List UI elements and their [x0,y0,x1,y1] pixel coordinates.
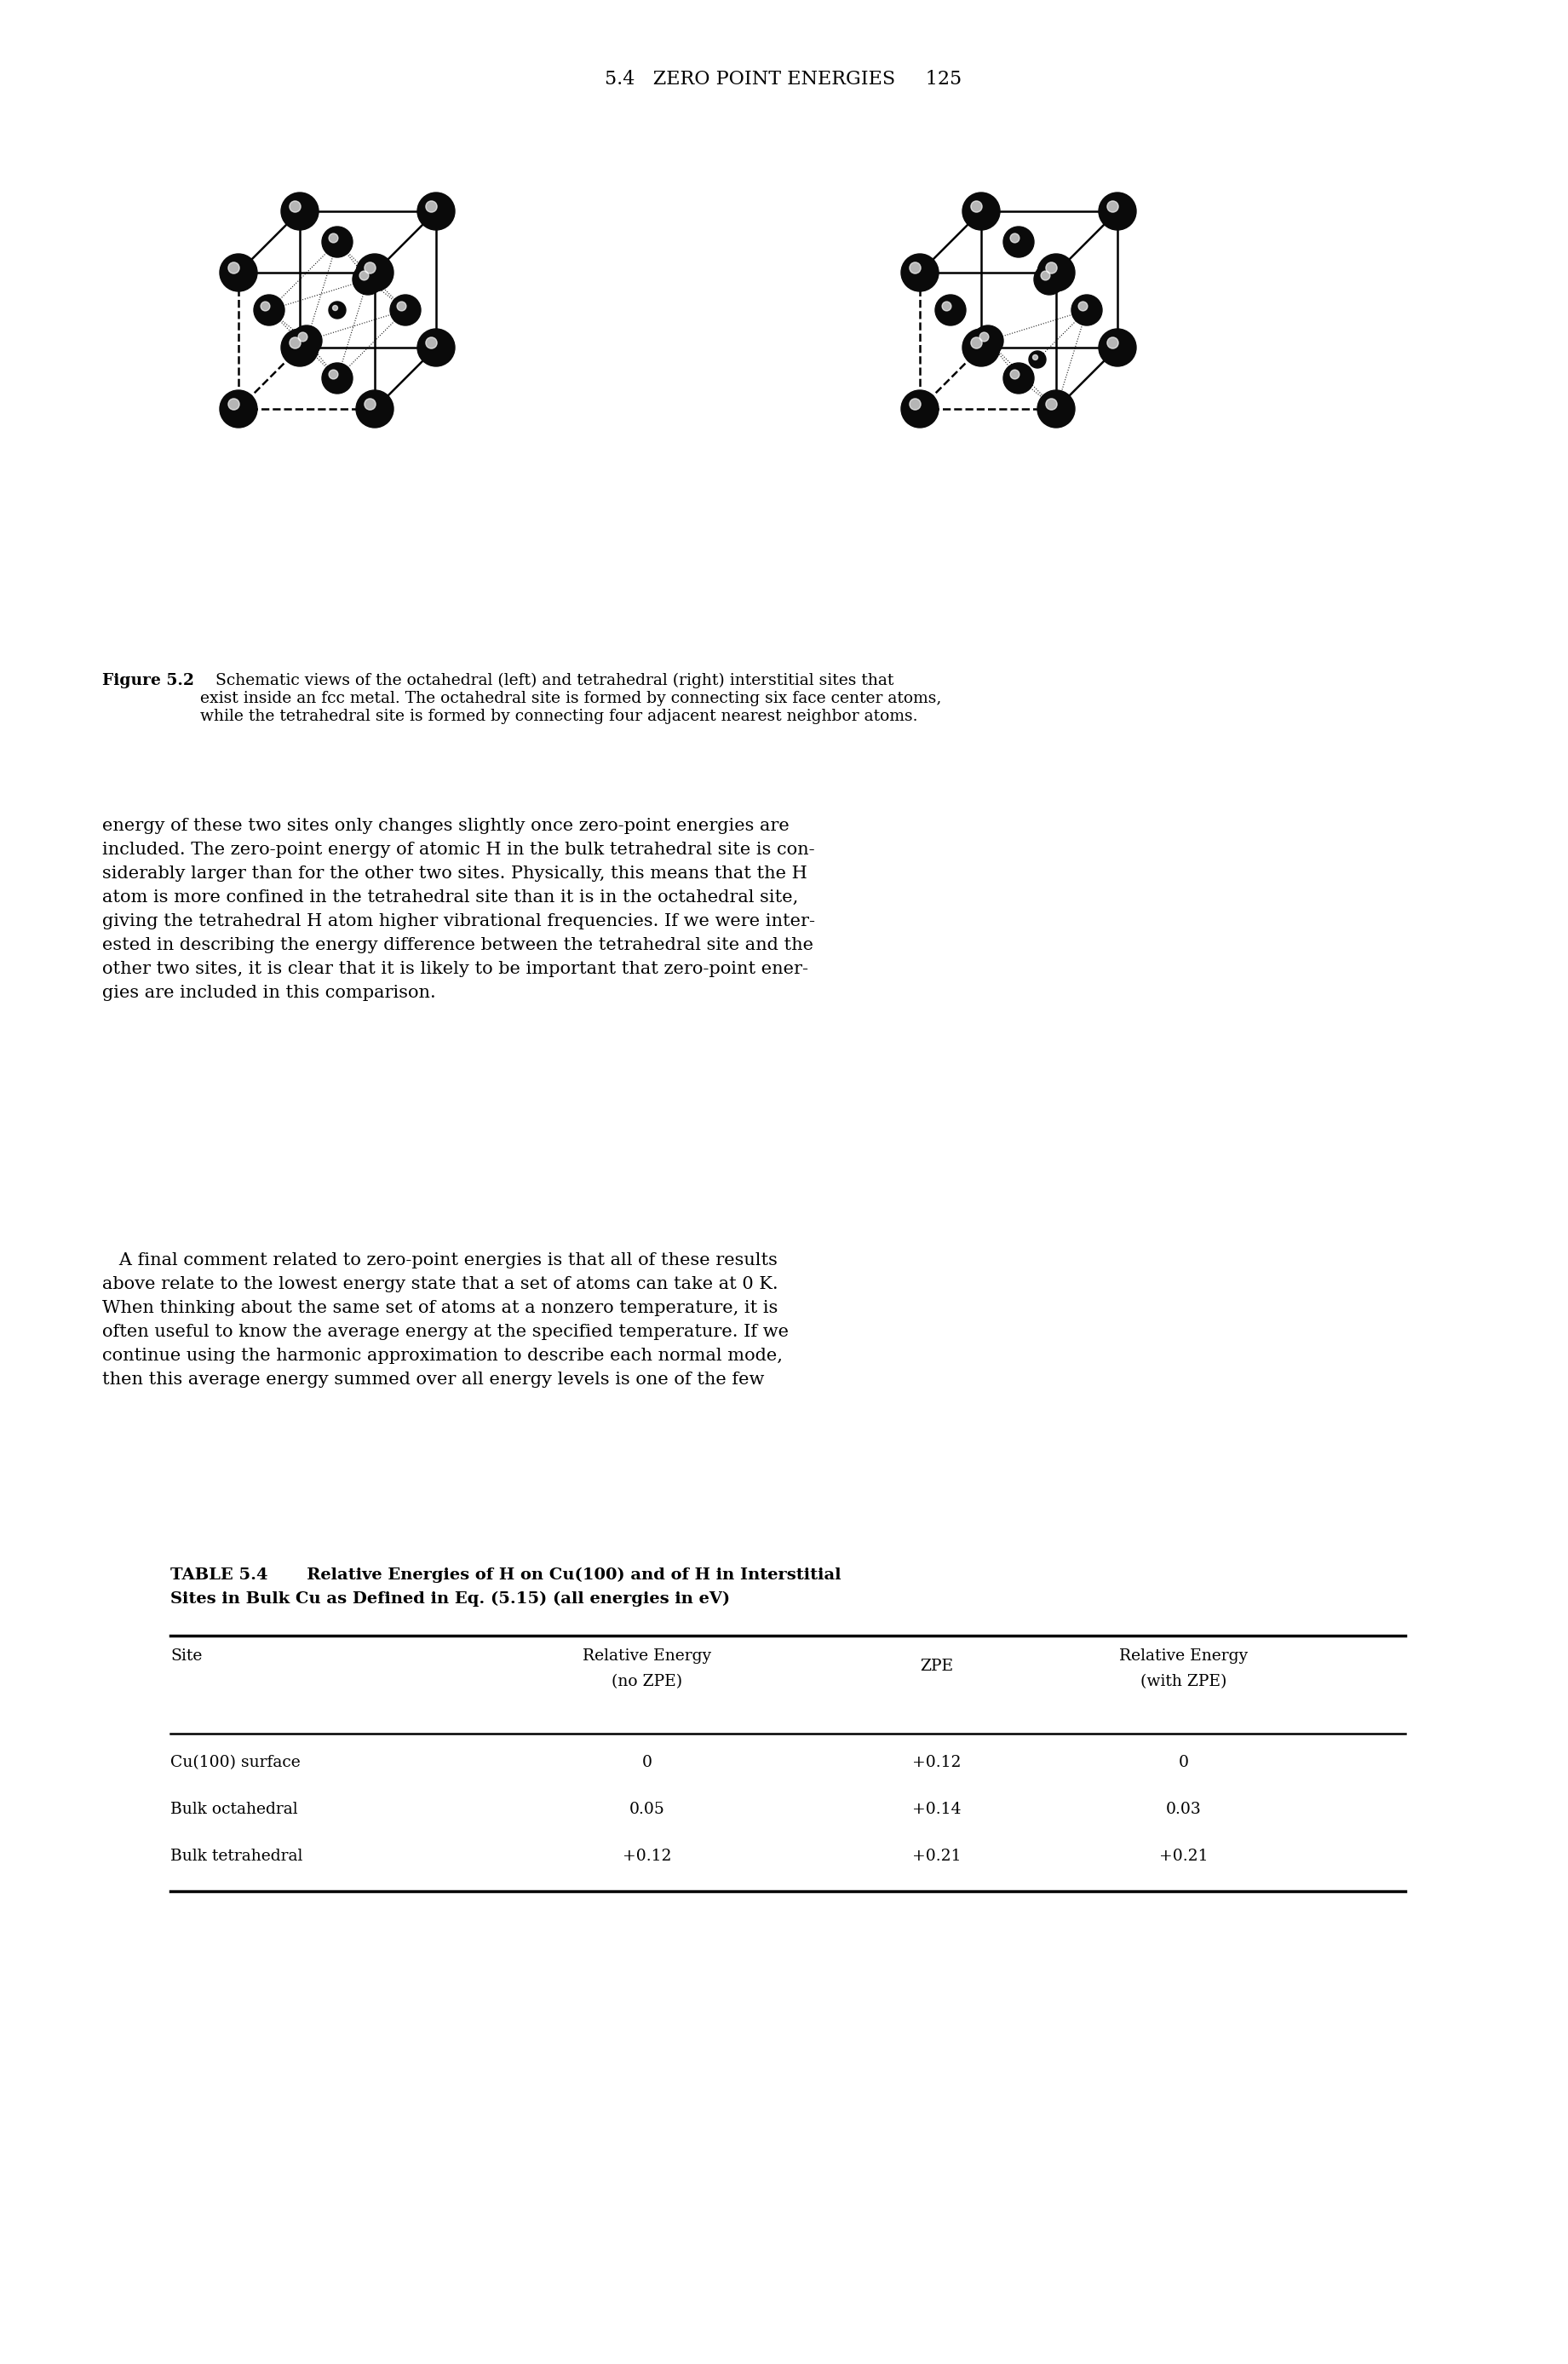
Circle shape [220,390,257,428]
Circle shape [902,253,939,291]
Circle shape [417,329,455,366]
Circle shape [397,303,406,310]
Circle shape [963,329,1000,366]
Circle shape [1004,364,1033,392]
Text: 0.03: 0.03 [1167,1801,1201,1818]
Text: energy of these two sites only changes slightly once zero-point energies are
inc: energy of these two sites only changes s… [102,818,815,1000]
Text: Sites in Bulk Cu as Defined in Eq. (5.15) (all energies in eV): Sites in Bulk Cu as Defined in Eq. (5.15… [171,1591,731,1608]
Text: 0.05: 0.05 [629,1801,665,1818]
Circle shape [1033,265,1065,296]
Circle shape [254,296,284,326]
Circle shape [1099,329,1137,366]
Circle shape [426,201,437,213]
Text: Relative Energies of H on Cu(100) and of H in Interstitial: Relative Energies of H on Cu(100) and of… [290,1567,840,1584]
Circle shape [909,262,920,274]
Text: Schematic views of the octahedral (left) and tetrahedral (right) interstitial si: Schematic views of the octahedral (left)… [201,674,941,723]
Circle shape [229,262,240,274]
Circle shape [971,338,982,348]
Circle shape [971,201,982,213]
Circle shape [963,191,1000,229]
Circle shape [1033,355,1038,359]
Circle shape [290,201,301,213]
Circle shape [220,253,257,291]
Text: +0.14: +0.14 [913,1801,961,1818]
Text: TABLE 5.4: TABLE 5.4 [171,1567,268,1584]
Circle shape [298,333,307,340]
Text: Relative Energy: Relative Energy [583,1648,712,1664]
Circle shape [292,326,321,357]
Circle shape [426,338,437,348]
Circle shape [1004,227,1033,258]
Text: A final comment related to zero-point energies is that all of these results
abov: A final comment related to zero-point en… [102,1253,789,1388]
Circle shape [1038,390,1074,428]
Circle shape [353,265,383,296]
Text: 0: 0 [643,1754,652,1771]
Circle shape [1046,400,1057,409]
Circle shape [290,338,301,348]
Circle shape [364,400,376,409]
Circle shape [281,191,318,229]
Circle shape [321,227,353,258]
Circle shape [1029,350,1046,369]
Circle shape [332,305,337,310]
Circle shape [902,390,939,428]
Text: +0.12: +0.12 [622,1849,671,1863]
Circle shape [1041,272,1051,281]
Circle shape [1038,253,1074,291]
Text: Bulk octahedral: Bulk octahedral [171,1801,298,1818]
Circle shape [1010,234,1019,243]
Circle shape [356,390,394,428]
Circle shape [1046,262,1057,274]
Circle shape [935,296,966,326]
Circle shape [359,272,368,281]
Circle shape [942,303,952,310]
Text: 5.4   ZERO POINT ENERGIES     125: 5.4 ZERO POINT ENERGIES 125 [605,71,963,87]
Circle shape [329,234,339,243]
Text: Relative Energy: Relative Energy [1120,1648,1248,1664]
Text: 0: 0 [1179,1754,1189,1771]
Circle shape [356,253,394,291]
Text: Site: Site [171,1648,202,1664]
Text: +0.21: +0.21 [913,1849,961,1863]
Circle shape [909,400,920,409]
Text: (with ZPE): (with ZPE) [1140,1674,1228,1690]
Circle shape [321,364,353,392]
Circle shape [980,333,989,340]
Circle shape [1099,191,1137,229]
Circle shape [281,329,318,366]
Circle shape [1010,369,1019,378]
Text: Cu(100) surface: Cu(100) surface [171,1754,301,1771]
Circle shape [1079,303,1088,310]
Circle shape [260,303,270,310]
Text: +0.12: +0.12 [913,1754,961,1771]
Text: (no ZPE): (no ZPE) [612,1674,682,1690]
Circle shape [972,326,1004,357]
Circle shape [1107,338,1118,348]
Text: +0.21: +0.21 [1159,1849,1209,1863]
Circle shape [390,296,420,326]
Circle shape [329,369,339,378]
Text: ZPE: ZPE [920,1660,953,1674]
Circle shape [1071,296,1102,326]
Circle shape [229,400,240,409]
Text: Bulk tetrahedral: Bulk tetrahedral [171,1849,303,1863]
Circle shape [364,262,376,274]
Text: Figure 5.2: Figure 5.2 [102,674,194,688]
Circle shape [417,191,455,229]
Circle shape [1107,201,1118,213]
Circle shape [329,303,347,319]
